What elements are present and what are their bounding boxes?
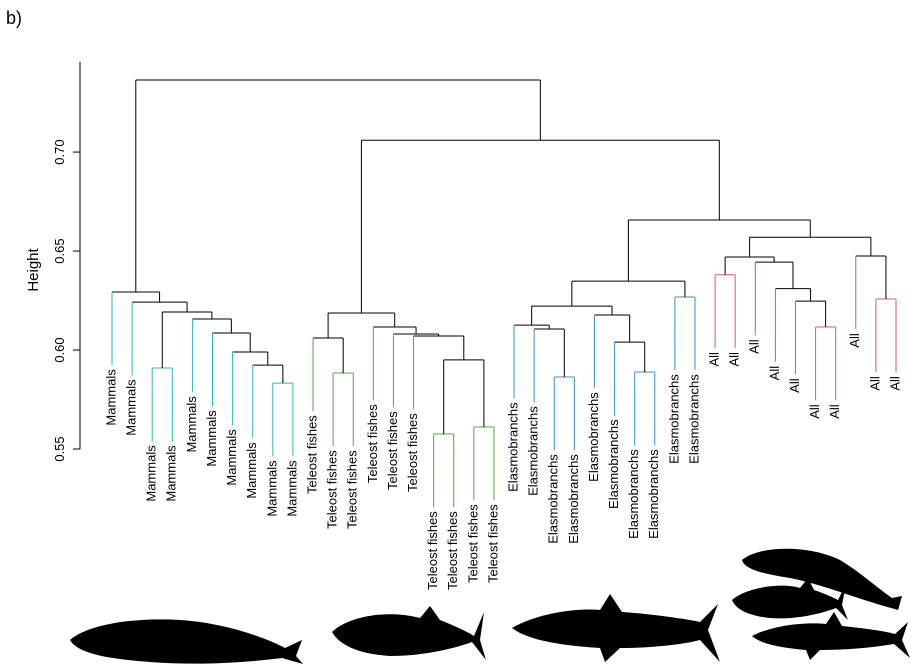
leaf-label: All	[767, 366, 782, 381]
merge-link	[327, 312, 396, 338]
leaf-label: Elasmobranchs	[586, 392, 601, 482]
y-tick-label: 0.70	[52, 139, 67, 164]
leaf-label: Mammals	[224, 429, 239, 486]
merge-link	[443, 359, 485, 434]
merge-link	[627, 219, 811, 282]
leaf-label: Mammals	[184, 396, 199, 453]
merge-link	[232, 351, 269, 366]
leaf-label: Teleost fishes	[365, 404, 380, 483]
leaf-label: Elasmobranchs	[626, 449, 641, 539]
leaf-label: Mammals	[264, 460, 279, 517]
merge-link	[531, 305, 613, 326]
merge-link	[413, 335, 465, 360]
leaf-label: Elasmobranchs	[666, 374, 681, 464]
silhouettes	[70, 548, 910, 664]
y-axis-label: Height	[25, 247, 42, 291]
leaf-label: Teleost fishes	[485, 504, 500, 583]
leaf-label: Teleost fishes	[345, 450, 360, 529]
leaf-label: Elasmobranchs	[546, 454, 561, 544]
leaf-label: Mammals	[103, 369, 118, 426]
leaf-label: Mammals	[204, 410, 219, 467]
merge-link	[161, 311, 213, 369]
merge-link	[252, 364, 284, 384]
merge-link	[534, 328, 565, 377]
whale-silhouette-small	[742, 548, 902, 610]
tuna-silhouette-small	[732, 578, 848, 620]
merge-link	[393, 333, 440, 336]
merge-link	[360, 139, 720, 314]
y-tick-label: 0.55	[52, 436, 67, 461]
merge-link	[855, 255, 887, 299]
merge-link	[313, 337, 344, 373]
merge-link	[514, 324, 550, 330]
merge-link	[192, 318, 232, 333]
leaf-label: Elasmobranchs	[526, 406, 541, 496]
leaf-label: All	[867, 376, 882, 391]
merge-link	[571, 280, 686, 307]
leaf-label: All	[847, 333, 862, 348]
leaf-label: Mammals	[164, 445, 179, 502]
leaf-label: Teleost fishes	[465, 504, 480, 583]
shark-silhouette-small	[752, 612, 910, 660]
merge-link	[614, 341, 646, 372]
merge-link	[795, 300, 827, 328]
leaf-label: Teleost fishes	[385, 411, 400, 490]
leaf-label: All	[707, 352, 722, 367]
leaf-label: Teleost fishes	[445, 511, 460, 590]
tuna-silhouette	[332, 606, 486, 660]
leaf-label: Elasmobranchs	[505, 402, 520, 492]
leaf-label: Mammals	[284, 460, 299, 517]
merge-link	[775, 288, 812, 302]
merge-link	[373, 326, 417, 334]
leaf-label: Mammals	[144, 445, 159, 502]
leaf-label: Teleost fishes	[304, 415, 319, 494]
leaf-label: Teleost fishes	[405, 413, 420, 492]
merge-link	[132, 301, 188, 313]
leaf-label: All	[727, 352, 742, 367]
leaf-label: Teleost fishes	[325, 450, 340, 529]
leaf-label: Elasmobranchs	[646, 449, 661, 539]
merge-link	[112, 291, 161, 303]
leaf-label: Mammals	[124, 379, 139, 436]
leaf-label: All	[807, 404, 822, 419]
y-tick-label: 0.65	[52, 238, 67, 263]
merge-link	[212, 332, 251, 353]
leaf-label: Elasmobranchs	[566, 454, 581, 544]
merge-link	[135, 79, 541, 293]
whale-silhouette	[70, 619, 303, 664]
leaf-label: All	[787, 378, 802, 393]
leaf-label: All	[747, 339, 762, 354]
leaf-label: All	[827, 404, 842, 419]
leaf-label: Elasmobranchs	[686, 374, 701, 464]
dendrogram: Mammals Mammals Mammals Mammals Mammals Mamma…	[103, 79, 902, 590]
leaf-label: Mammals	[244, 442, 259, 499]
shark-silhouette	[512, 594, 720, 662]
merge-link	[724, 256, 775, 275]
leaf-label: All	[887, 376, 902, 391]
y-tick-label: 0.60	[52, 337, 67, 362]
panel-label: b)	[6, 8, 22, 28]
merge-link	[749, 236, 872, 257]
merge-link	[755, 261, 794, 289]
leaf-label: Elasmobranchs	[606, 419, 621, 509]
merge-link	[594, 314, 631, 343]
leaf-label: Teleost fishes	[425, 511, 440, 590]
